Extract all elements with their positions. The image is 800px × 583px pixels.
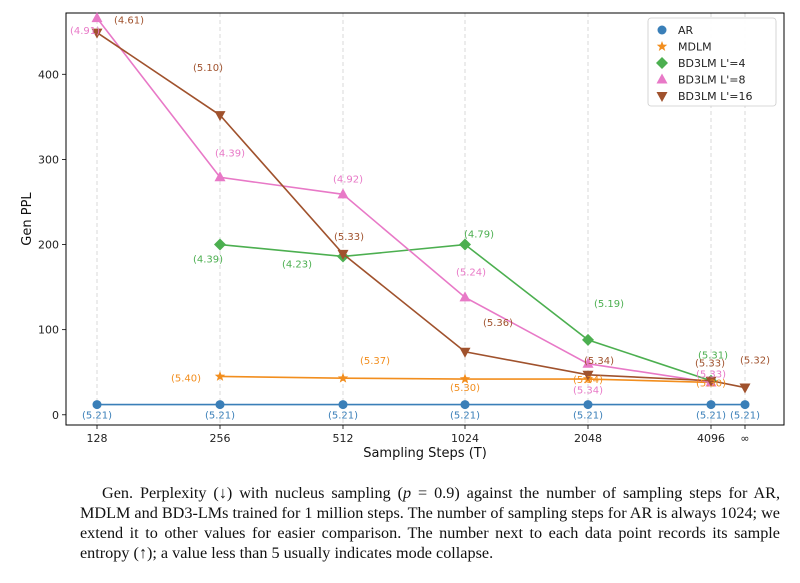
y-tick-label: 300	[38, 153, 59, 166]
data-point-ar	[338, 400, 348, 410]
axes	[62, 12, 785, 429]
legend-label-bd3lm-l-16: BD3LM L'=16	[678, 90, 753, 103]
x-tick-label: 2048	[574, 432, 602, 445]
data-label-bd3lm-l-16: (5.33)	[695, 359, 725, 370]
data-label-ar: (5.21)	[450, 411, 480, 422]
x-tick-label: 1024	[451, 432, 479, 445]
legend-label-mdlm: MDLM	[678, 41, 712, 54]
data-point-mdlm	[214, 370, 226, 381]
legend-marker-bd3lm-l-16	[656, 92, 668, 102]
x-tick-label: 128	[87, 432, 108, 445]
data-label-bd3lm-l-8: (5.24)	[456, 267, 486, 278]
data-point-mdlm	[337, 372, 349, 383]
data-label-bd3lm-l-16: (5.36)	[483, 318, 513, 329]
y-tick-label: 0	[52, 409, 59, 422]
data-label-bd3lm-l-8: (4.91)	[70, 26, 100, 37]
data-label-bd3lm-l-8: (5.34)	[573, 386, 603, 397]
legend: AR MDLM BD3LM L'=4 BD3LM L'=8 BD3LM L'=16	[647, 17, 777, 107]
data-label-mdlm: (5.30)	[696, 378, 726, 389]
legend-label-bd3lm-l-8: BD3LM L'=8	[678, 74, 746, 87]
data-point-bd3lm-l-16	[91, 28, 103, 39]
data-label-bd3lm-l-16: (5.32)	[740, 356, 770, 367]
data-label-bd3lm-l-16: (4.61)	[114, 16, 144, 27]
data-point-bd3lm-l-16	[214, 111, 226, 122]
data-point-bd3lm-l-4	[582, 333, 594, 346]
data-label-mdlm: (5.37)	[360, 356, 390, 367]
data-label-bd3lm-l-4: (4.39)	[193, 255, 223, 266]
figure-caption: Gen. Perplexity (↓) with nucleus samplin…	[80, 484, 780, 562]
data-point-bd3lm-l-8	[337, 188, 349, 199]
series-line-bd3lm-l-8	[96, 17, 712, 384]
x-tick-label: ∞	[740, 432, 749, 445]
data-point-bd3lm-l-8	[91, 12, 103, 23]
data-point-ar	[92, 400, 102, 410]
data-point-ar	[706, 400, 716, 410]
legend-box	[647, 17, 777, 107]
data-point-bd3lm-l-16	[739, 383, 751, 394]
data-point-ar	[215, 400, 225, 410]
data-label-mdlm: (5.30)	[450, 383, 480, 394]
data-label-mdlm: (5.34)	[573, 375, 603, 386]
legend-marker-bd3lm-l-4	[656, 57, 668, 69]
data-labels: (5.21) (5.21) (5.21) (5.21) (5.21) (5.21) (5.2…	[70, 16, 770, 422]
data-label-bd3lm-l-4: (5.31)	[698, 351, 728, 362]
data-point-bd3lm-l-16	[337, 249, 349, 260]
x-axis-title: Sampling Steps (T)	[363, 446, 487, 461]
y-axis-title: Gen PPL	[20, 192, 35, 246]
data-point-bd3lm-l-8	[582, 357, 594, 368]
legend-label-ar: AR	[678, 24, 694, 37]
data-label-ar: (5.21)	[696, 411, 726, 422]
y-tick-label: 100	[38, 324, 59, 337]
data-label-mdlm: (5.40)	[171, 373, 201, 384]
plot-frame	[65, 12, 785, 426]
data-point-bd3lm-l-16	[459, 347, 471, 358]
legend-marker-ar	[657, 25, 667, 35]
x-tick-label: 256	[210, 432, 231, 445]
data-point-ar	[583, 400, 593, 410]
data-label-bd3lm-l-8: (4.92)	[333, 174, 363, 185]
data-point-bd3lm-l-16	[705, 376, 717, 387]
x-tick-label: 512	[333, 432, 354, 445]
legend-marker-mdlm	[656, 41, 668, 51]
gen-ppl-line-chart: (5.21) (5.21) (5.21) (5.21) (5.21) (5.21) (5.2…	[20, 12, 785, 461]
series-lines	[91, 12, 751, 410]
data-point-bd3lm-l-16	[582, 370, 594, 381]
data-label-ar: (5.21)	[573, 411, 603, 422]
data-label-bd3lm-l-16: (5.33)	[334, 232, 364, 243]
legend-marker-bd3lm-l-8	[656, 73, 668, 84]
x-tick-label: 4096	[697, 432, 725, 445]
y-tick-label: 400	[38, 68, 59, 81]
data-label-bd3lm-l-16: (5.10)	[193, 63, 223, 74]
data-label-ar: (5.21)	[730, 411, 760, 422]
data-point-bd3lm-l-8	[214, 171, 226, 182]
tick-labels: 128 256 512 1024 2048 4096 ∞ 0 100 200 300 400	[38, 68, 750, 445]
data-label-ar: (5.21)	[82, 411, 112, 422]
data-label-bd3lm-l-8: (4.39)	[215, 148, 245, 159]
data-point-bd3lm-l-4	[214, 238, 226, 251]
data-label-ar: (5.21)	[205, 411, 235, 422]
data-label-ar: (5.21)	[328, 411, 358, 422]
data-label-bd3lm-l-4: (4.23)	[282, 259, 312, 270]
data-point-mdlm	[459, 373, 471, 384]
legend-label-bd3lm-l-4: BD3LM L'=4	[678, 57, 746, 70]
y-tick-label: 200	[38, 239, 59, 252]
data-label-bd3lm-l-8: (5.33)	[696, 369, 726, 380]
data-label-bd3lm-l-16: (5.34)	[584, 356, 614, 367]
data-point-bd3lm-l-4	[459, 238, 471, 251]
data-label-bd3lm-l-4: (4.79)	[464, 230, 494, 241]
data-point-ar	[460, 400, 470, 410]
data-label-bd3lm-l-4: (5.19)	[594, 299, 624, 310]
data-point-ar	[740, 400, 750, 410]
data-point-bd3lm-l-8	[459, 291, 471, 302]
